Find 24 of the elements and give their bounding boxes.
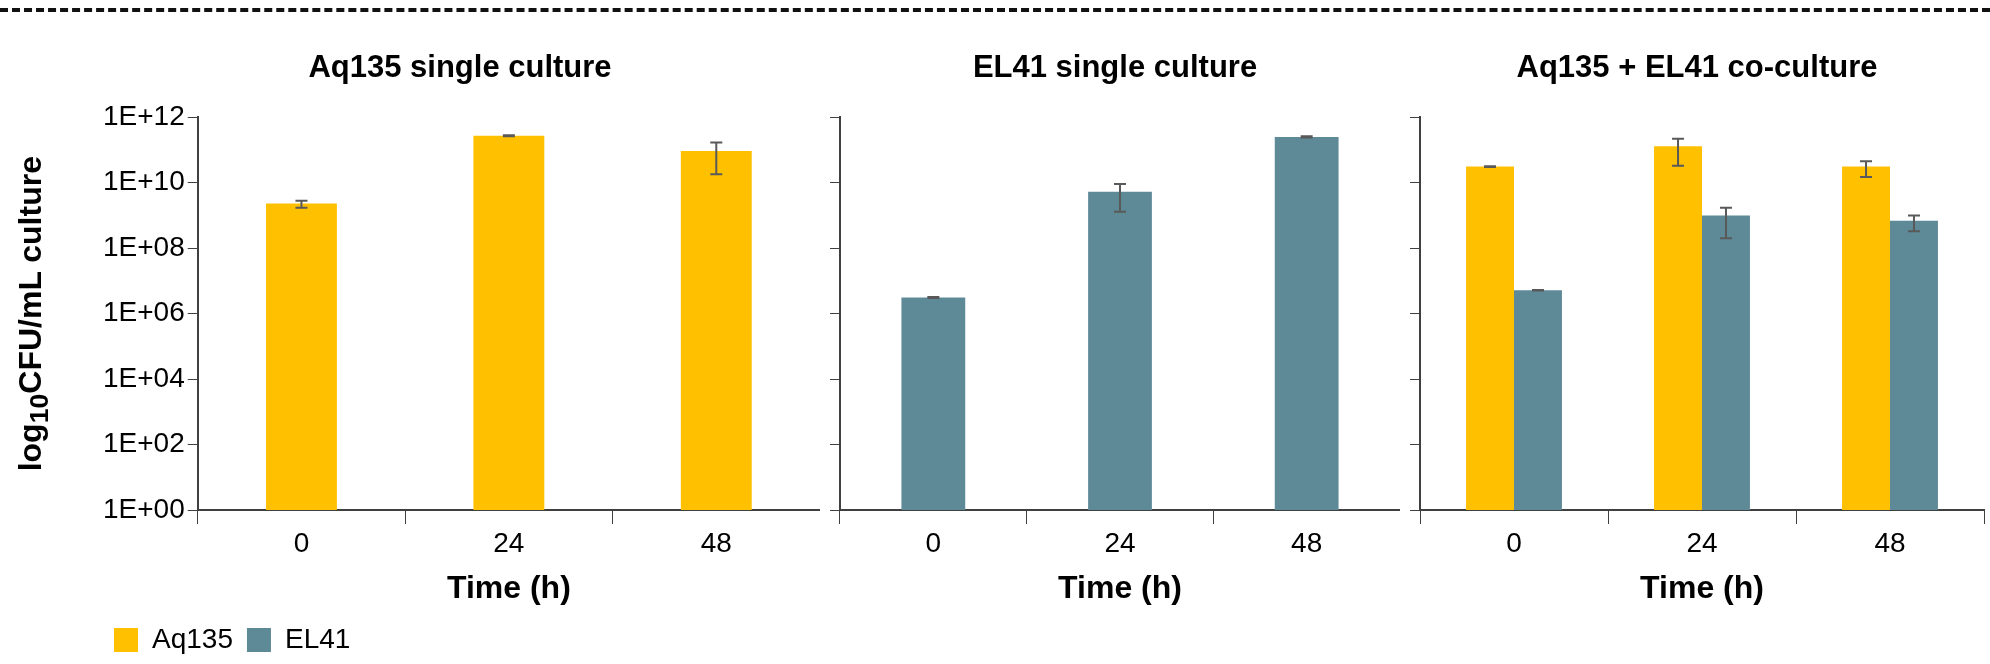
x-axis-title: Time (h) — [1640, 568, 1764, 605]
legend-label: EL41 — [284, 622, 351, 654]
x-tick-label: 24 — [1686, 526, 1718, 558]
y-tick-label: 1E+06 — [102, 296, 185, 328]
x-axis-title: Time (h) — [446, 568, 571, 605]
chart-title: Aq135 single culture — [308, 49, 612, 85]
y-tick-label: 1E+10 — [102, 165, 185, 197]
x-axis-title: Time (h) — [1058, 568, 1182, 605]
x-tick-label: 48 — [1291, 526, 1323, 558]
chart-title: EL41 single culture — [972, 49, 1258, 85]
y-tick-label: 1E+12 — [102, 99, 185, 131]
x-tick-label: 24 — [493, 526, 525, 558]
x-tick-label: 24 — [1104, 526, 1136, 558]
x-tick-label: 0 — [925, 526, 942, 558]
y-tick-label: 1E+02 — [102, 427, 185, 459]
legend-label: Aq135 — [152, 622, 233, 654]
x-tick-label: 0 — [293, 526, 310, 558]
chart-title: Aq135 + EL41 co-culture — [1516, 49, 1878, 85]
x-tick-label: 48 — [700, 526, 732, 558]
y-tick-label: 1E+08 — [102, 230, 185, 262]
y-tick-label: 1E+00 — [102, 492, 185, 524]
x-tick-label: 0 — [1506, 526, 1522, 558]
y-tick-label: 1E+04 — [102, 361, 185, 393]
x-tick-label: 48 — [1874, 526, 1906, 558]
